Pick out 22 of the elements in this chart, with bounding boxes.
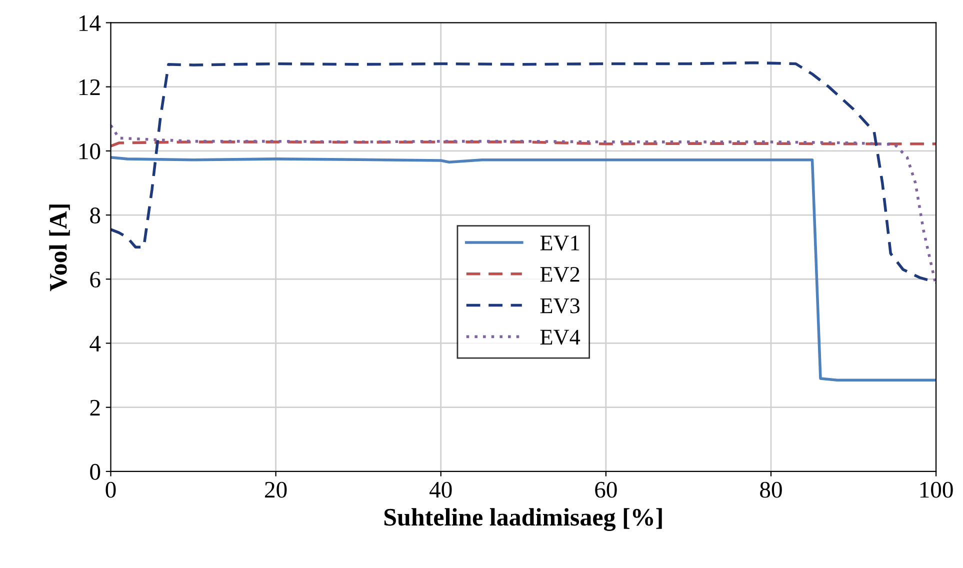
y-tick-label: 14 — [79, 15, 101, 31]
y-tick-label: 12 — [79, 79, 100, 96]
x-tick-label: 0 — [106, 482, 116, 498]
x-tick-label: 100 — [920, 482, 953, 498]
x-tick-label: 40 — [430, 482, 452, 498]
x-axis-title: Suhteline laadimisaeg [%] — [384, 508, 662, 531]
y-tick-label: 8 — [90, 208, 100, 224]
y-tick-label: 2 — [90, 400, 100, 416]
legend-label: EV3 — [540, 298, 580, 314]
legend-label: EV4 — [540, 330, 580, 345]
x-tick-label: 60 — [595, 482, 617, 498]
x-tick-label: 20 — [265, 482, 287, 498]
line-series — [110, 61, 936, 284]
legend-label: EV2 — [540, 266, 580, 282]
y-axis-title: Vool [A] — [49, 204, 70, 292]
legend-label: EV1 — [540, 236, 580, 251]
y-tick-label: 0 — [90, 464, 100, 480]
x-tick-label: 80 — [760, 482, 782, 498]
y-tick-label: 4 — [90, 336, 101, 352]
y-tick-label: 10 — [79, 143, 100, 160]
line-series — [110, 156, 936, 382]
y-tick-label: 6 — [90, 272, 100, 288]
